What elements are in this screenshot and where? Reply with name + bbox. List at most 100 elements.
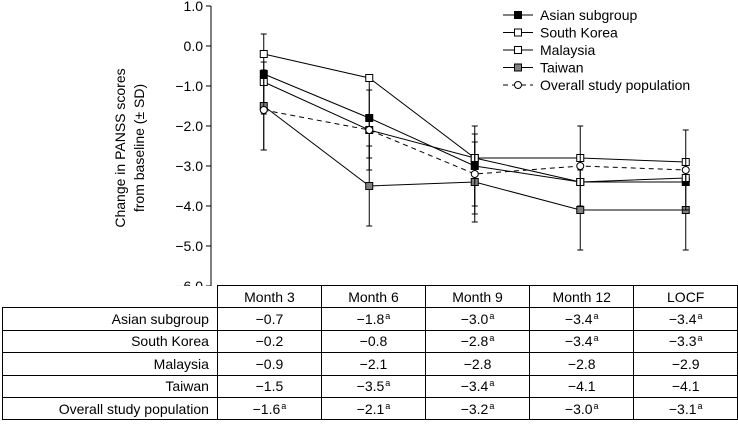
cell-value: −3.3	[668, 333, 697, 350]
cell-value: −2.9	[671, 355, 700, 372]
table-row: Asian subgroup −0.7 −1.8a −3.0a −3.4a −3.4a	[2, 307, 738, 331]
y-axis-label: Change in PANSS scores from baseline (± S…	[112, 68, 147, 227]
legend-label: South Korea	[540, 25, 618, 41]
table-cell: −4.1	[633, 374, 738, 398]
cell-value: −2.8	[463, 355, 492, 372]
table-cell: −2.8	[529, 352, 635, 376]
significance-marker: a	[593, 333, 599, 344]
y-tick-label: −6.0	[175, 278, 203, 286]
table-cell: −2.1	[320, 352, 427, 376]
table-cell: −2.1a	[320, 396, 427, 421]
cell-value: −3.4	[460, 378, 489, 395]
cell-value: −2.1	[359, 355, 388, 372]
table-cell: −0.7	[216, 307, 322, 331]
table-cell: −1.8a	[320, 307, 427, 331]
legend-label: Asian subgroup	[540, 7, 638, 23]
data-point	[514, 81, 522, 89]
row-label: Asian subgroup	[2, 307, 218, 331]
y-tick-label: 1.0	[184, 0, 204, 14]
y-tick-label: −2.0	[175, 118, 203, 134]
significance-marker: a	[697, 400, 703, 411]
table-row: Taiwan −1.5 −3.5a −3.4a −4.1 −4.1	[2, 374, 738, 398]
table-cell: −1.5	[216, 374, 322, 398]
data-point	[365, 126, 374, 134]
cell-value: −2.8	[460, 333, 489, 350]
table-cell: −3.2a	[425, 396, 531, 421]
y-axis-label-line: Change in PANSS scores	[112, 68, 128, 227]
data-point	[514, 63, 522, 72]
cell-value: −1.6	[252, 400, 281, 417]
row-label: Overall study population	[2, 396, 218, 421]
data-point	[365, 182, 374, 190]
column-header: Month 12	[529, 284, 635, 309]
cell-value: −4.1	[671, 378, 700, 395]
cell-value: −0.2	[255, 333, 284, 350]
cell-value: −3.5	[356, 378, 385, 395]
significance-marker: a	[697, 311, 703, 322]
y-tick-label: −4.0	[175, 198, 203, 214]
legend-label: Taiwan	[540, 60, 584, 76]
cell-value: −3.0	[564, 400, 593, 417]
table-row: Overall study population −1.6a −2.1a −3.2a −…	[2, 396, 738, 421]
cell-value: −3.0	[460, 311, 489, 328]
significance-marker: a	[385, 400, 391, 411]
y-axis-label-line: from baseline (± SD)	[131, 84, 147, 212]
table-cell: −0.9	[216, 352, 322, 376]
table-cell: −3.3a	[633, 329, 738, 354]
cell-value: −2.1	[356, 400, 385, 417]
panss-line-chart: Change in PANSS scores from baseline (± S…	[112, 0, 690, 286]
column-header: Month 9	[425, 284, 531, 309]
series-line	[263, 109, 686, 175]
cell-value: −0.8	[359, 333, 388, 350]
y-tick-label: −3.0	[175, 158, 203, 174]
table-cell: −2.8	[425, 352, 531, 376]
table-cell: −2.8a	[425, 329, 531, 354]
legend-label: Malaysia	[540, 42, 595, 58]
significance-marker: a	[489, 400, 495, 411]
row-label: South Korea	[2, 329, 218, 354]
significance-marker: a	[489, 333, 495, 344]
y-axis: 1.0 0.0 −1.0 −2.0 −3.0 −4.0 −5.0 −6.0	[175, 0, 212, 286]
legend-label: Overall study population	[540, 77, 690, 93]
table-cell: −4.1	[529, 374, 635, 398]
table-cell: −3.0a	[529, 396, 635, 421]
column-header: LOCF	[633, 284, 738, 309]
table-row: South Korea −0.2 −0.8 −2.8a −3.4a −3.3a	[2, 329, 738, 354]
significance-marker: a	[281, 400, 287, 411]
table-cell: −3.0a	[425, 307, 531, 331]
significance-marker: a	[385, 378, 391, 389]
cell-value: −3.4	[668, 311, 697, 328]
row-label: Taiwan	[2, 374, 218, 398]
table-cell: −1.6a	[216, 396, 322, 421]
table-cell: −3.4a	[425, 374, 531, 398]
significance-marker: a	[593, 311, 599, 322]
data-point	[514, 11, 522, 19]
column-header: Month 6	[320, 284, 427, 309]
significance-marker: a	[385, 311, 391, 322]
significance-marker: a	[593, 400, 599, 411]
table-cell: −3.5a	[320, 374, 427, 398]
data-point	[576, 162, 585, 170]
significance-marker: a	[697, 333, 703, 344]
cell-value: −3.4	[564, 311, 593, 328]
row-label: Malaysia	[2, 352, 218, 376]
table-cell: −2.9	[633, 352, 738, 376]
series-lines	[259, 33, 690, 251]
data-point	[470, 170, 479, 178]
table-cell: −3.4a	[633, 307, 738, 331]
cell-value: −1.8	[356, 311, 385, 328]
values-table: Month 3 Month 6 Month 9 Month 12 LOCF As…	[2, 284, 738, 421]
table-cell: −0.2	[216, 329, 322, 354]
cell-value: −3.2	[460, 400, 489, 417]
significance-marker: a	[489, 311, 495, 322]
cell-value: −2.8	[567, 355, 596, 372]
table-cell: −3.1a	[633, 396, 738, 421]
series-overall-study-population	[259, 69, 690, 215]
table-corner	[2, 285, 218, 309]
column-header: Month 3	[216, 284, 322, 309]
data-point	[514, 46, 522, 54]
data-point	[259, 106, 268, 114]
cell-value: −4.1	[567, 378, 596, 395]
table-cell: −3.4a	[529, 329, 635, 354]
cell-value: −3.1	[668, 400, 697, 417]
